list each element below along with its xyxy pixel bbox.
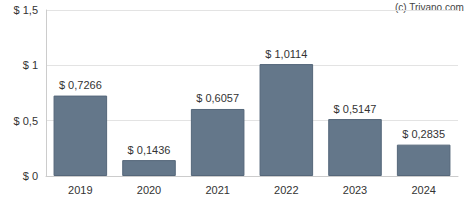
svg-text:2022: 2022	[274, 184, 298, 196]
svg-text:$ 0,5: $ 0,5	[14, 115, 38, 127]
svg-text:2019: 2019	[68, 184, 92, 196]
svg-text:$ 1,5: $ 1,5	[14, 4, 38, 16]
svg-text:$ 0,2835: $ 0,2835	[402, 128, 445, 140]
svg-text:2023: 2023	[343, 184, 367, 196]
svg-text:2021: 2021	[205, 184, 229, 196]
svg-text:2020: 2020	[137, 184, 161, 196]
svg-text:$ 0,6057: $ 0,6057	[196, 92, 239, 104]
svg-text:$ 0,1436: $ 0,1436	[128, 144, 171, 156]
svg-text:$ 1: $ 1	[23, 59, 38, 71]
svg-text:$ 0: $ 0	[23, 170, 38, 182]
svg-text:$ 1,0114: $ 1,0114	[265, 48, 307, 60]
svg-text:(c) Trivano.com: (c) Trivano.com	[394, 1, 464, 13]
svg-text:$ 0,7266: $ 0,7266	[59, 79, 102, 91]
svg-text:$ 0,5147: $ 0,5147	[334, 103, 377, 115]
svg-text:2024: 2024	[411, 184, 435, 196]
